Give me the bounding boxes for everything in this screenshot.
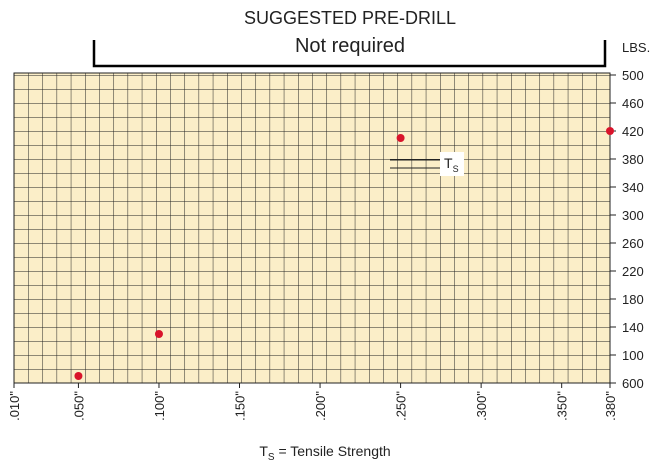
annotation-text: TS bbox=[444, 155, 459, 174]
x-tick-label: .010" bbox=[7, 391, 22, 421]
y-tick-label: 600 bbox=[622, 376, 644, 391]
y-tick-label: 340 bbox=[622, 180, 644, 195]
y-tick-label: 100 bbox=[622, 348, 644, 363]
y-tick-label: 180 bbox=[622, 292, 644, 307]
plot-area bbox=[13, 72, 611, 384]
y-tick-label: 460 bbox=[622, 96, 644, 111]
y-tick-label: 500 bbox=[622, 68, 644, 83]
x-tick-label: .380" bbox=[603, 391, 618, 421]
y-tick-label: 420 bbox=[622, 124, 644, 139]
y-tick-label: 380 bbox=[622, 152, 644, 167]
point bbox=[606, 127, 614, 135]
point bbox=[154, 330, 163, 338]
x-tick-label: .150" bbox=[233, 391, 248, 421]
bracket bbox=[92, 40, 607, 68]
x-tick-label: .100" bbox=[152, 391, 167, 421]
x-tick-label: .350" bbox=[555, 391, 570, 421]
x-tick-label: .200" bbox=[313, 391, 328, 421]
x-tick-label: .250" bbox=[394, 391, 409, 421]
point bbox=[396, 134, 405, 142]
chart-title: SUGGESTED PRE-DRILL bbox=[244, 8, 456, 28]
x-tick-label: .050" bbox=[71, 391, 86, 421]
y-tick-label: 140 bbox=[622, 320, 644, 335]
y-unit: LBS. bbox=[622, 40, 650, 55]
y-tick-label: 300 bbox=[622, 208, 644, 223]
x-tick-label: .300" bbox=[474, 391, 489, 421]
subtitle: Not required bbox=[295, 35, 405, 57]
x-axis-label: TS = Tensile Strength bbox=[259, 443, 390, 463]
y-tick-label: 260 bbox=[622, 236, 644, 251]
annotation: TS bbox=[390, 152, 464, 176]
point bbox=[74, 372, 83, 380]
y-tick-label: 220 bbox=[622, 264, 644, 279]
